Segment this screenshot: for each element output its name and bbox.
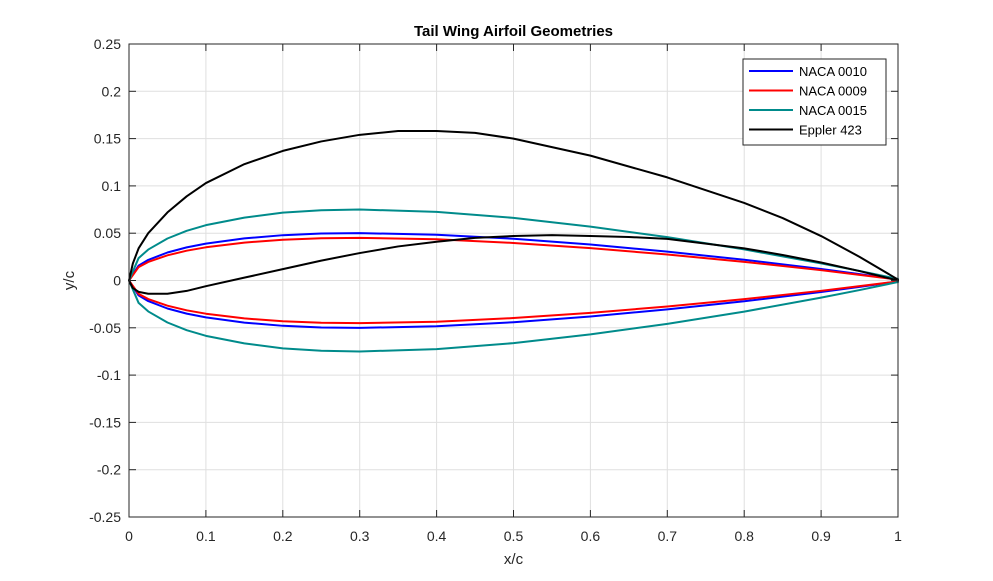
legend-box — [742, 58, 887, 146]
y-tick-label: 0.15 — [94, 131, 121, 147]
legend-entry-label: NACA 0015 — [799, 103, 867, 118]
x-tick-label: 0.8 — [734, 528, 754, 544]
x-tick-label: 0.5 — [504, 528, 524, 544]
y-tick-label: 0.1 — [102, 178, 122, 194]
y-tick-label: 0.05 — [94, 225, 121, 241]
y-tick-label: -0.25 — [89, 509, 121, 525]
x-tick-label: 0.3 — [350, 528, 370, 544]
x-tick-label: 1 — [894, 528, 902, 544]
y-tick-label: -0.1 — [97, 367, 121, 383]
legend: NACA 0010 NACA 0009 NACA 0015 Eppler 423 — [742, 58, 887, 146]
y-tick-label: 0.2 — [102, 83, 122, 99]
legend-entry-label: NACA 0009 — [799, 84, 867, 99]
ticks: 0 0.1 0.2 0.3 0.4 0.5 0.6 0.7 0.8 0.9 1 0.25 0.2 0.15… — [89, 36, 902, 544]
x-tick-label: 0.7 — [658, 528, 678, 544]
x-tick-label: 0.2 — [273, 528, 293, 544]
grid — [129, 44, 898, 517]
series-line-3 — [128, 130, 899, 295]
legend-entry-label: NACA 0010 — [799, 64, 867, 79]
y-tick-label: -0.15 — [89, 414, 121, 430]
x-tick-label: 0 — [125, 528, 133, 544]
x-axis-label: x/c — [504, 551, 524, 568]
legend-entry-label: Eppler 423 — [799, 123, 862, 138]
x-tick-label: 0.1 — [196, 528, 216, 544]
y-tick-label: -0.2 — [97, 462, 121, 478]
y-axis-label: y/c — [61, 270, 78, 290]
x-tick-label: 0.4 — [427, 528, 447, 544]
y-tick-label: -0.05 — [89, 320, 121, 336]
y-tick-label: 0.25 — [94, 36, 121, 52]
chart-title: Tail Wing Airfoil Geometries — [414, 23, 613, 40]
x-tick-label: 0.6 — [581, 528, 601, 544]
y-tick-label: 0 — [113, 273, 121, 289]
x-tick-label: 0.9 — [811, 528, 831, 544]
